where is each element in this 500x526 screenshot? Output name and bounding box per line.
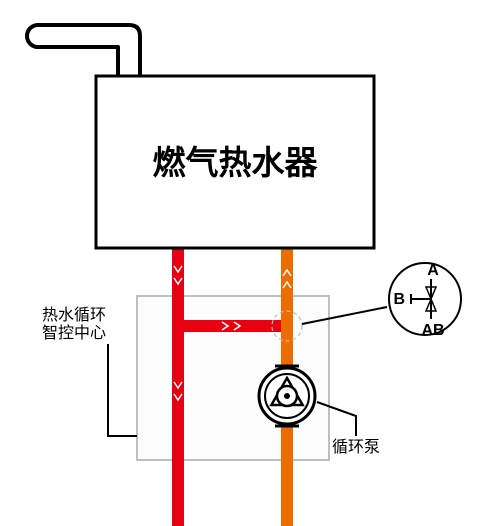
controller-label-2: 智控中心 bbox=[42, 324, 106, 342]
valve-label-ab: AB bbox=[421, 322, 444, 339]
pump-icon bbox=[259, 366, 315, 426]
valve-label-b: B bbox=[393, 291, 405, 308]
heater-label: 燃气热水器 bbox=[153, 144, 319, 181]
pump-label: 循环泵 bbox=[332, 438, 380, 456]
controller-label-1: 热水循环 bbox=[42, 306, 106, 324]
valve-label-a: A bbox=[427, 262, 439, 279]
